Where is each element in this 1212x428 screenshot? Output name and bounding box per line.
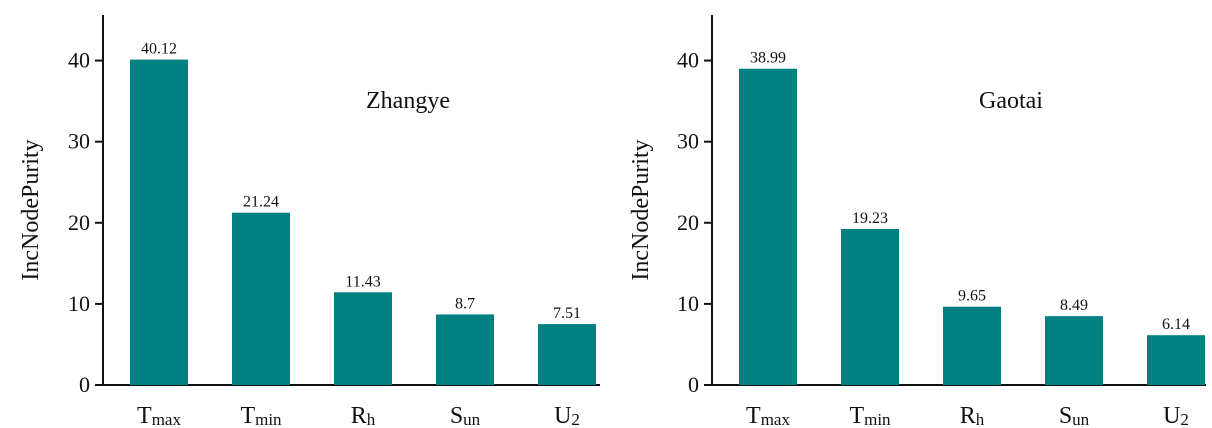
y-tick-label: 30 [677, 129, 699, 154]
y-axis-title: IncNodePurity [18, 139, 44, 280]
y-tick-label: 10 [68, 291, 90, 316]
y-tick-label: 40 [68, 48, 90, 73]
x-tick-label: Tmin [240, 403, 282, 428]
x-tick-label: Tmax [137, 403, 181, 428]
y-tick-label: 30 [68, 129, 90, 154]
data-label: 6.14 [1162, 316, 1190, 333]
data-label: 9.65 [958, 288, 986, 305]
y-tick-label: 10 [677, 291, 699, 316]
y-tick-label: 0 [79, 372, 90, 397]
data-label: 38.99 [750, 50, 786, 67]
x-tick-label: Sun [1059, 403, 1090, 428]
bar [943, 306, 1001, 385]
data-label: 19.23 [852, 210, 888, 227]
x-tick-label: Sun [450, 403, 481, 428]
chart-title: Gaotai [979, 88, 1043, 114]
data-label: 7.51 [553, 305, 581, 322]
x-tick-label: Rh [351, 403, 376, 428]
bar [130, 59, 188, 386]
data-label: 40.12 [141, 41, 177, 58]
data-label: 8.7 [455, 295, 475, 312]
bar [334, 292, 392, 385]
x-tick-label: Tmax [746, 403, 790, 428]
data-label: 21.24 [243, 194, 279, 211]
y-axis-title: IncNodePurity [628, 139, 654, 280]
x-tick-label: U2 [1163, 403, 1189, 428]
bar [232, 212, 290, 385]
chart-panel-zhangye: 0 10 20 30 40 IncNodePurity Zhangye 40.12 Tmax 21… [18, 15, 600, 428]
y-tick-label: 40 [677, 48, 699, 73]
x-tick-label: U2 [554, 403, 580, 428]
x-tick-label: Tmin [849, 403, 891, 428]
y-tick-label: 20 [677, 210, 699, 235]
bar [1147, 335, 1205, 385]
bar [1045, 316, 1103, 385]
y-tick-label: 20 [68, 210, 90, 235]
chart-panel-gaotai: 0 10 20 30 40 IncNodePurity Gaotai 38.99 Tmax 19.… [628, 15, 1206, 428]
chart-title: Zhangye [366, 88, 450, 114]
x-tick-label: Rh [960, 403, 985, 428]
bar [739, 68, 797, 386]
data-label: 11.43 [345, 273, 380, 290]
data-label: 8.49 [1060, 297, 1088, 314]
y-tick-label: 0 [688, 372, 699, 397]
bar [538, 324, 596, 385]
bar [436, 314, 494, 385]
bar [841, 229, 899, 385]
